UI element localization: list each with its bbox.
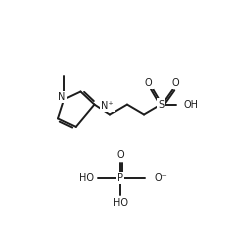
Text: HO: HO bbox=[79, 173, 94, 183]
Text: O⁻: O⁻ bbox=[154, 173, 167, 183]
Text: O: O bbox=[171, 78, 179, 88]
Text: HO: HO bbox=[112, 198, 127, 208]
Text: S: S bbox=[158, 100, 164, 110]
Text: N⁺: N⁺ bbox=[102, 101, 114, 111]
Text: N: N bbox=[58, 92, 65, 102]
Text: O: O bbox=[145, 78, 152, 88]
Text: P: P bbox=[117, 173, 123, 183]
Text: OH: OH bbox=[184, 100, 199, 110]
Text: O: O bbox=[116, 150, 124, 160]
